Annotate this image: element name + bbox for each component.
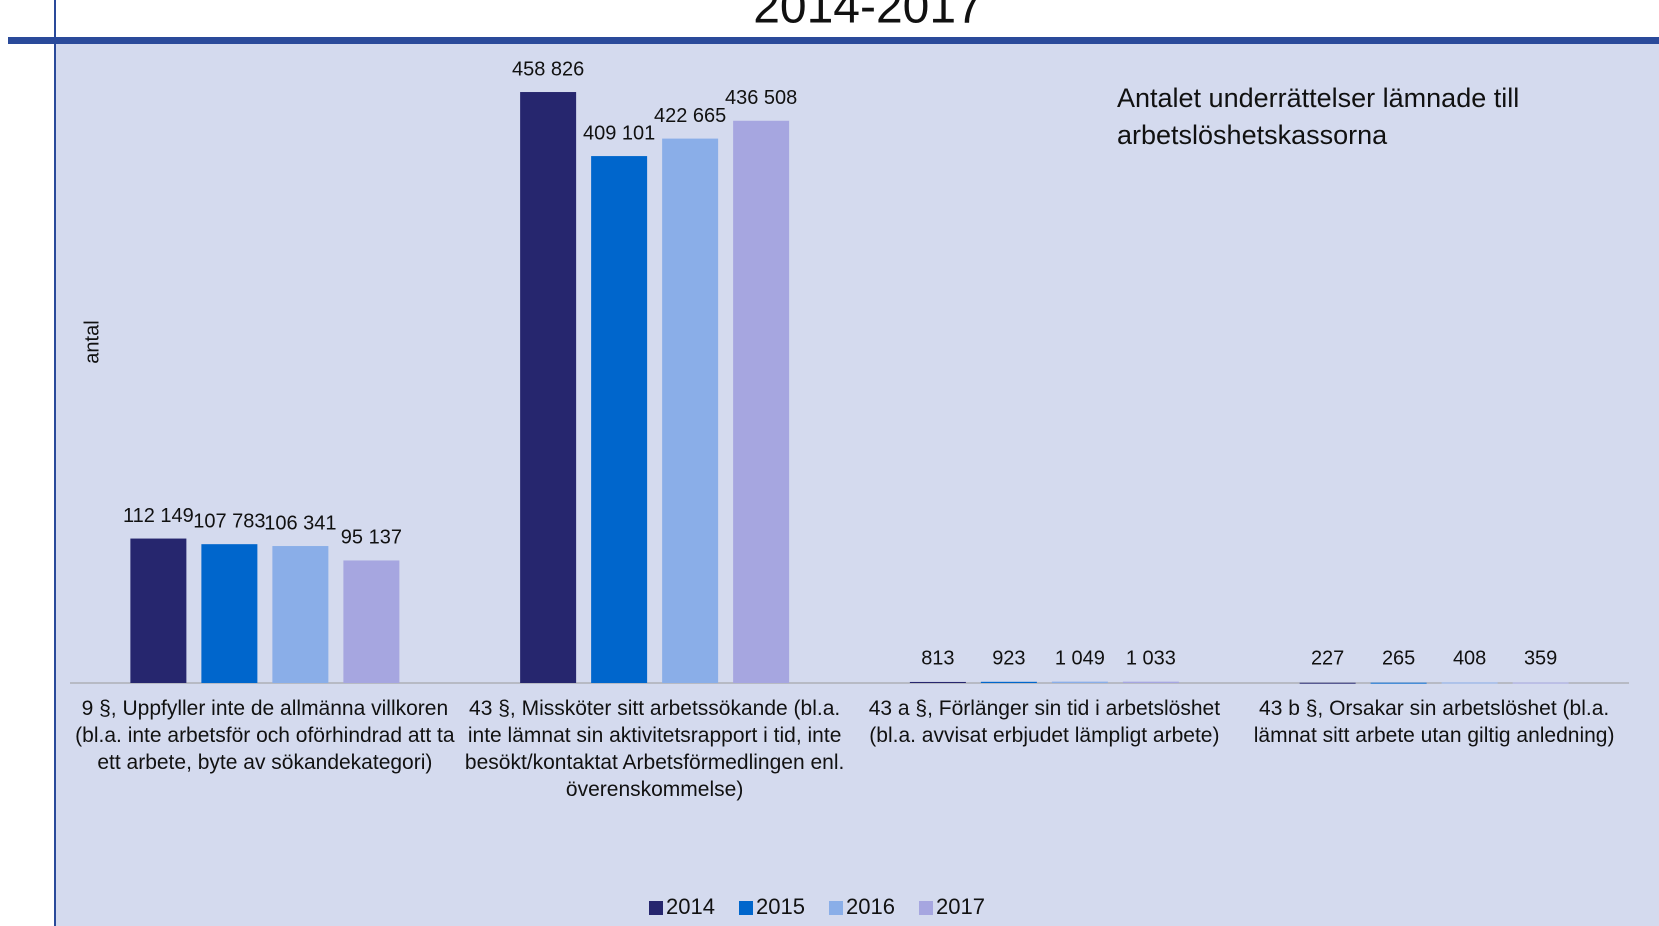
legend-label: 2015 xyxy=(756,894,805,919)
data-label: 1 049 xyxy=(1055,647,1105,669)
bar xyxy=(733,120,790,683)
bar xyxy=(272,546,329,683)
bar xyxy=(1051,681,1108,683)
bar xyxy=(520,92,577,684)
bar xyxy=(1370,682,1427,684)
bar xyxy=(662,138,719,683)
data-label: 95 137 xyxy=(341,527,402,549)
top-band xyxy=(0,0,1659,38)
bar xyxy=(1512,682,1569,684)
data-label: 813 xyxy=(921,647,954,669)
left-band xyxy=(0,0,54,926)
bar xyxy=(591,156,648,684)
bar xyxy=(130,538,187,683)
bar xyxy=(1122,681,1179,683)
legend-label: 2014 xyxy=(666,894,715,919)
data-label: 112 149 xyxy=(123,505,194,527)
x-tick-label: 43 b §, Orsakar sin arbetslöshet (bl.a. … xyxy=(1253,697,1615,747)
bar xyxy=(1441,682,1498,684)
side-rule xyxy=(54,0,56,926)
header-rule xyxy=(8,37,1659,44)
annotation: Antalet underrättelser lämnade till arbe… xyxy=(1117,83,1520,150)
legend-swatch xyxy=(919,901,933,915)
legend-swatch xyxy=(829,901,843,915)
x-tick-label: 43 §, Missköter sitt arbetssökande (bl.a… xyxy=(464,697,845,801)
bar xyxy=(1299,682,1356,684)
data-label: 265 xyxy=(1382,647,1415,669)
data-label: 436 508 xyxy=(725,87,797,109)
data-label: 458 826 xyxy=(512,58,584,80)
bar xyxy=(909,681,966,683)
bar xyxy=(343,560,400,683)
data-label: 923 xyxy=(992,647,1025,669)
data-label: 107 783 xyxy=(193,510,265,532)
data-label: 409 101 xyxy=(583,122,655,144)
legend-label: 2016 xyxy=(846,894,895,919)
data-label: 106 341 xyxy=(264,512,336,534)
bar xyxy=(201,544,258,683)
data-label: 422 665 xyxy=(654,105,726,127)
x-tick-label: 9 §, Uppfyller inte de allmänna villkore… xyxy=(75,697,455,774)
y-axis-label: antal xyxy=(81,320,103,363)
legend-swatch xyxy=(739,901,753,915)
data-label: 408 xyxy=(1453,647,1486,669)
legend-swatch xyxy=(649,901,663,915)
data-label: 227 xyxy=(1311,647,1344,669)
bar xyxy=(980,681,1037,683)
chart-title: 2014-2017 xyxy=(753,0,983,34)
x-tick-label: 43 a §, Förlänger sin tid i arbetslöshet… xyxy=(868,697,1221,747)
data-label: 1 033 xyxy=(1126,647,1176,669)
data-label: 359 xyxy=(1524,647,1557,669)
legend-label: 2017 xyxy=(936,894,985,919)
